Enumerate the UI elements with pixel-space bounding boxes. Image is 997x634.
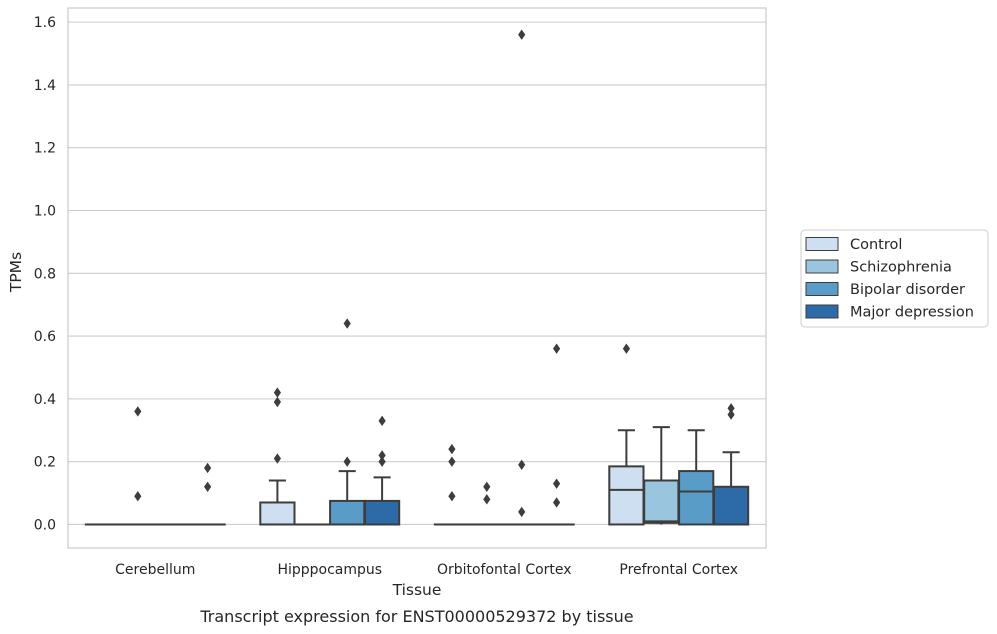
- outlier-point: [134, 406, 142, 417]
- plot-frame: [67, 7, 767, 549]
- box-body: [259, 501, 296, 526]
- box-body: [643, 479, 680, 524]
- box-bipolar-disorder: [503, 29, 540, 526]
- y-axis-label: TPMs: [7, 252, 25, 293]
- outlier-point: [204, 462, 212, 474]
- outlier-point: [518, 459, 526, 471]
- y-tick-label: 0.8: [34, 266, 56, 282]
- y-tick-label: 0.4: [34, 392, 56, 408]
- box-body: [712, 485, 750, 526]
- y-gridlines: [68, 21, 766, 526]
- legend-swatch: [805, 237, 839, 251]
- box-control: [608, 343, 645, 526]
- box-bipolar-disorder: [678, 429, 715, 526]
- box-major-depression: [712, 403, 750, 526]
- outlier-point: [483, 481, 491, 492]
- x-tick-label: Hipppocampus: [277, 562, 382, 578]
- y-tick-label: 1.2: [34, 141, 56, 157]
- outlier-point: [727, 409, 735, 420]
- y-tick-label: 1.0: [34, 204, 56, 220]
- outlier-point: [378, 456, 386, 467]
- outlier-point: [518, 29, 526, 40]
- y-tick-label: 1.6: [34, 15, 56, 31]
- outlier-point: [727, 403, 735, 414]
- outlier-point: [343, 456, 351, 467]
- box-body: [608, 465, 645, 526]
- box-schizophrenia: [468, 481, 505, 526]
- outlier-point: [448, 456, 456, 467]
- legend-swatch: [805, 304, 839, 319]
- box-body: [363, 499, 401, 526]
- box-body: [678, 470, 715, 526]
- x-tick-label: Cerebellum: [115, 562, 195, 578]
- legend-label: Major depression: [850, 305, 974, 321]
- outlier-point: [273, 396, 281, 408]
- outlier-point: [622, 343, 630, 354]
- y-tick-label: 0.2: [34, 455, 56, 471]
- outlier-point: [553, 497, 561, 508]
- legend: Control Schizophrenia Bipolar disorder Majo…: [800, 229, 989, 328]
- y-tick-label: 1.4: [34, 78, 56, 94]
- outlier-point: [553, 478, 561, 489]
- outlier-point: [273, 387, 281, 398]
- outlier-point: [273, 453, 281, 464]
- box-bipolar-disorder: [329, 318, 366, 526]
- box-major-depression: [189, 462, 226, 526]
- box-control: [259, 387, 296, 526]
- legend-swatch: [805, 282, 839, 296]
- box-major-depression: [538, 343, 575, 526]
- x-tick-labels: Cerebellum Hipppocampus Orbitofontal Corte…: [115, 562, 738, 578]
- outlier-point: [448, 443, 456, 455]
- x-axis-label: Tissue: [392, 581, 442, 599]
- x-tick-label: Prefrontal Cortex: [619, 562, 738, 578]
- outlier-point: [378, 415, 386, 427]
- outlier-point: [204, 481, 212, 492]
- box-control: [433, 443, 471, 526]
- y-tick-labels: 0.0 0.2 0.4 0.6 0.8 1.0 1.2 1.4 1.6: [34, 15, 56, 533]
- outlier-point: [378, 450, 386, 461]
- box-body: [329, 499, 366, 526]
- legend-swatch: [805, 259, 839, 274]
- chart-caption: Transcript expression for ENST0000052937…: [199, 607, 633, 626]
- x-tick-label: Orbitofontal Cortex: [437, 562, 572, 578]
- box-groups: [84, 29, 750, 526]
- legend-label: Schizophrenia: [850, 260, 952, 276]
- outlier-point: [343, 318, 351, 329]
- box-schizophrenia: [119, 406, 156, 526]
- box-major-depression: [363, 415, 401, 526]
- outlier-point: [448, 490, 456, 502]
- y-tick-label: 0.0: [34, 517, 56, 533]
- outlier-point: [553, 343, 561, 354]
- outlier-point: [134, 490, 142, 502]
- box-schizophrenia: [643, 426, 680, 525]
- y-tick-label: 0.6: [34, 329, 56, 345]
- outlier-point: [483, 494, 491, 505]
- legend-label: Control: [850, 237, 902, 253]
- outlier-point: [518, 506, 526, 518]
- legend-frame: [800, 229, 989, 328]
- legend-label: Bipolar disorder: [850, 282, 965, 298]
